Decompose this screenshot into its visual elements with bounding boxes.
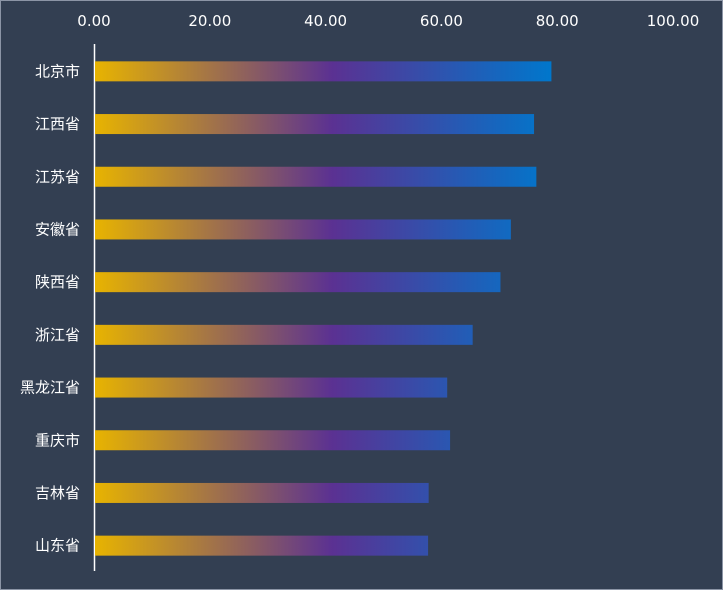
category-label: 山东省 (35, 537, 80, 555)
bar (95, 535, 429, 556)
x-tick-label: 40.00 (304, 12, 347, 30)
category-label: 黑龙江省 (20, 379, 80, 397)
x-tick-label: 60.00 (420, 12, 463, 30)
bar (95, 377, 448, 398)
bar (95, 166, 537, 187)
category-label: 江苏省 (35, 168, 80, 186)
category-label: 浙江省 (35, 326, 80, 344)
category-label: 陕西省 (35, 273, 80, 291)
category-label: 重庆市 (35, 431, 80, 449)
bar (95, 272, 501, 293)
x-tick-label: 80.00 (536, 12, 579, 30)
category-label: 吉林省 (35, 484, 80, 502)
x-tick-label: 20.00 (188, 12, 231, 30)
bars (95, 61, 552, 556)
bar (95, 61, 552, 82)
bar (95, 324, 473, 345)
bar (95, 114, 535, 135)
category-label: 安徽省 (35, 220, 80, 238)
bar (95, 219, 511, 240)
x-tick-label: 0.00 (77, 12, 110, 30)
x-axis-ticks: 0.00 20.00 40.00 60.00 80.00 100.00 (77, 12, 699, 30)
bar (95, 430, 451, 451)
bar (95, 482, 429, 503)
category-label: 北京市 (35, 62, 80, 80)
x-tick-label: 100.00 (647, 12, 700, 30)
category-label: 江西省 (35, 115, 80, 133)
